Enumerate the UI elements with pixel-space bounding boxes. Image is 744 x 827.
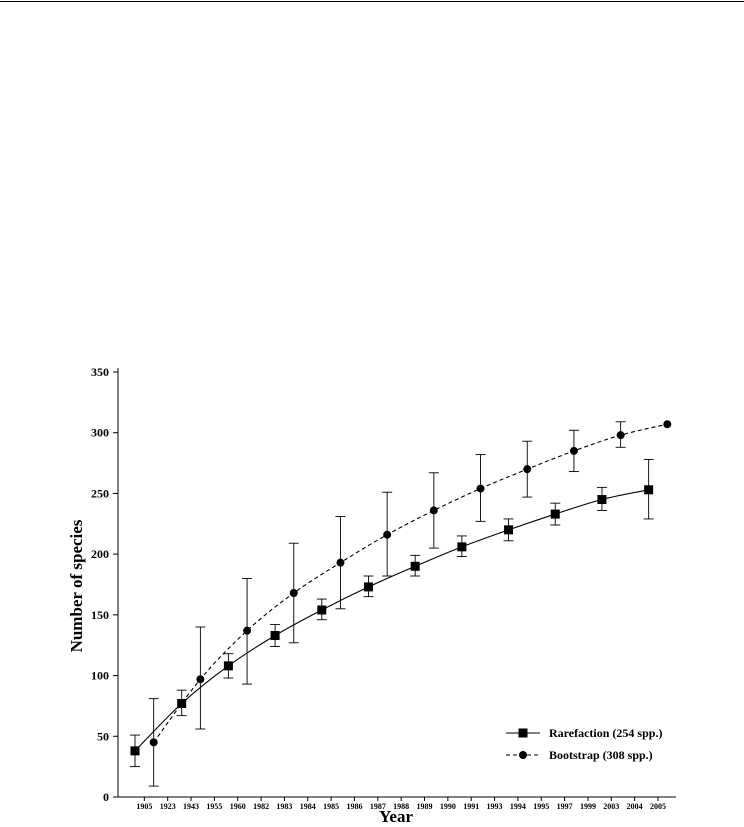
x-tick-label: 1983	[276, 802, 292, 811]
data-point-square	[410, 561, 420, 571]
x-tick-label: 1982	[253, 802, 269, 811]
series-bootstrap	[148, 420, 672, 787]
data-point-circle	[476, 484, 485, 493]
data-point-circle	[523, 465, 532, 474]
y-tick-label: 350	[91, 365, 109, 379]
x-tick-label: 1985	[323, 802, 339, 811]
data-point-square	[317, 605, 327, 615]
data-point-circle	[616, 431, 625, 440]
data-point-square	[550, 509, 560, 519]
data-point-circle	[336, 558, 345, 567]
x-tick-label: 1988	[393, 802, 409, 811]
x-tick-label: 1991	[463, 802, 479, 811]
data-point-circle	[383, 530, 392, 539]
data-point-circle	[149, 738, 158, 747]
page-top-rule	[0, 1, 744, 2]
x-tick-label: 1955	[206, 802, 222, 811]
data-point-square	[223, 661, 233, 671]
x-tick-label: 1989	[417, 802, 433, 811]
data-point-circle	[196, 675, 205, 684]
data-point-square	[177, 699, 187, 708]
y-tick-label: 0	[103, 790, 109, 804]
y-tick-label: 100	[91, 669, 109, 683]
y-tick-label: 300	[91, 426, 109, 440]
series-line	[153, 423, 668, 743]
x-tick-label: 1997	[557, 802, 573, 811]
legend-marker-square	[518, 728, 528, 738]
x-tick-label: 2003	[603, 802, 619, 811]
x-tick-label: 2005	[650, 802, 666, 811]
x-tick-label: 2004	[627, 802, 643, 811]
x-tick-label: 1987	[370, 802, 386, 811]
data-point-square	[130, 746, 140, 756]
series-group	[130, 420, 672, 787]
x-tick-label: 1986	[346, 802, 362, 811]
y-axis-title: Number of species	[67, 519, 86, 652]
series-line	[134, 489, 649, 752]
axes-group: 0 50 100 150 200 250 300 350 1905 1923 1943 1955 196…	[91, 365, 676, 811]
x-tick-label: 1993	[487, 802, 503, 811]
x-tick-label: 1905	[136, 802, 152, 811]
x-tick-label: 1990	[440, 802, 456, 811]
y-tick-label: 250	[91, 486, 109, 500]
x-axis-title: Year	[379, 807, 413, 826]
data-point-circle	[243, 626, 252, 635]
legend: Rarefaction (254 spp.) Bootstrap (308 spp…	[506, 726, 662, 762]
x-tick-label: 1984	[300, 802, 316, 811]
x-tick-label: 1923	[160, 802, 176, 811]
x-tick-label: 1960	[230, 802, 246, 811]
x-tick-label: 1999	[580, 802, 596, 811]
y-tick-label: 150	[91, 608, 109, 622]
x-tick-label: 1943	[183, 802, 199, 811]
data-point-square	[644, 485, 654, 495]
legend-marker-circle	[519, 751, 527, 759]
data-point-circle	[289, 589, 298, 597]
series-rarefaction	[130, 458, 654, 768]
data-point-square	[457, 542, 467, 552]
data-point-circle	[569, 446, 578, 455]
y-tick-label: 50	[97, 729, 109, 743]
data-point-square	[270, 631, 280, 640]
data-point-circle	[429, 506, 438, 515]
data-point-square	[597, 495, 607, 504]
y-tick-label: 200	[91, 547, 109, 561]
data-point-square	[363, 582, 373, 592]
data-point-square	[504, 525, 514, 535]
legend-label: Bootstrap (308 spp.)	[549, 748, 653, 762]
legend-label: Rarefaction (254 spp.)	[549, 726, 662, 740]
x-tick-label: 1994	[510, 802, 526, 811]
data-point-circle	[663, 420, 672, 429]
x-tick-label: 1995	[533, 802, 549, 811]
